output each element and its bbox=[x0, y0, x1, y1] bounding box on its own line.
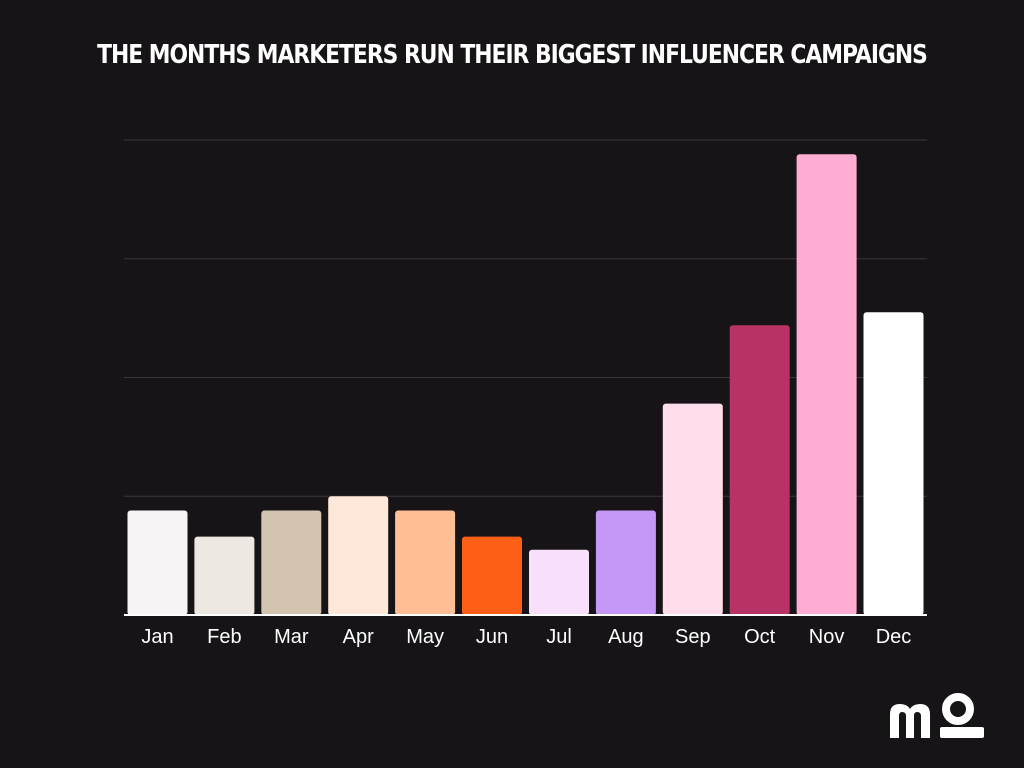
x-tick-label-dec: Dec bbox=[876, 626, 912, 648]
x-tick-labels: Jan Feb Mar Apr May Jun Jul Aug Sep Oct Nov Dec bbox=[141, 626, 911, 648]
bar-aug bbox=[595, 510, 656, 615]
bar-jun bbox=[462, 536, 522, 615]
bar-mar bbox=[261, 510, 322, 615]
chart-title: THE MONTHS MARKETERS RUN THEIR BIGGEST I… bbox=[97, 40, 928, 70]
bar-jan bbox=[127, 510, 188, 615]
x-tick-label-mar: Mar bbox=[274, 626, 309, 648]
x-tick-label-may: May bbox=[406, 626, 444, 648]
x-tick-label-oct: Oct bbox=[744, 626, 776, 648]
x-tick-label-jan: Jan bbox=[141, 626, 173, 648]
x-tick-label-sep: Sep bbox=[675, 626, 711, 648]
x-tick-label-aug: Aug bbox=[608, 626, 644, 648]
x-tick-label-jul: Jul bbox=[546, 626, 572, 648]
bar-jul bbox=[529, 549, 589, 615]
bar-feb bbox=[194, 536, 255, 615]
bar-apr bbox=[328, 496, 389, 616]
x-tick-label-apr: Apr bbox=[343, 626, 374, 648]
bar-nov bbox=[796, 154, 857, 616]
brand-logo-icon: mo bbox=[890, 693, 984, 738]
x-tick-label-feb: Feb bbox=[207, 626, 241, 648]
x-tick-label-nov: Nov bbox=[809, 626, 845, 648]
bar-sep bbox=[662, 403, 723, 615]
bars bbox=[127, 154, 924, 616]
bar-oct bbox=[729, 325, 790, 616]
bar-may bbox=[395, 510, 456, 615]
bar-dec bbox=[863, 312, 924, 615]
x-tick-label-jun: Jun bbox=[476, 626, 508, 648]
gridlines bbox=[124, 139, 927, 497]
